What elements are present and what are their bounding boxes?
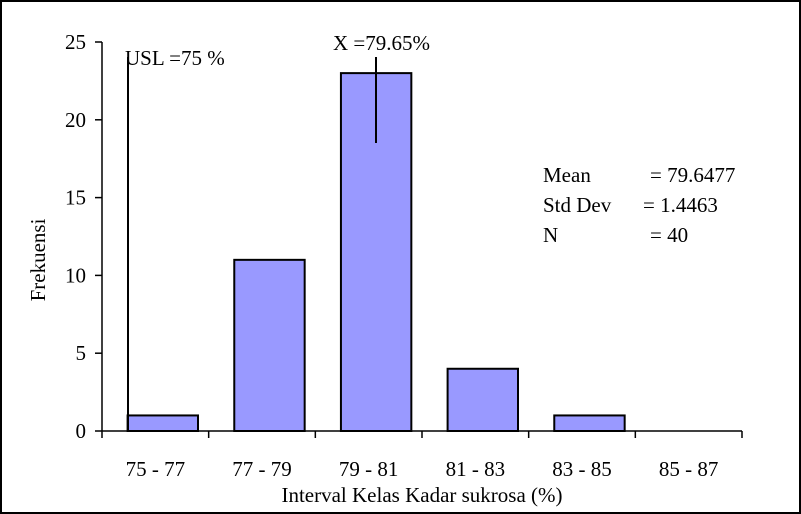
y-tick-label: 25	[65, 30, 86, 54]
x-tick-label: 75 - 77	[126, 457, 186, 481]
y-tick-label: 5	[76, 341, 87, 365]
y-tick-label: 20	[65, 108, 86, 132]
usl-label: USL =75 %	[125, 46, 225, 70]
y-axis-title: Frekuensi	[26, 218, 50, 301]
y-tick-label: 15	[65, 186, 86, 210]
x-tick-label: 85 - 87	[659, 457, 719, 481]
stat-stddev-value: = 1.4463	[643, 193, 718, 217]
bar-83-85	[553, 414, 626, 433]
stats-block: Mean = 79.6477 Std Dev = 1.4463 N = 40	[543, 163, 735, 247]
y-tick-label: 0	[76, 419, 87, 443]
y-tick-label: 10	[65, 263, 86, 287]
bar-75-77	[126, 414, 199, 433]
x-tick-label: 83 - 85	[552, 457, 612, 481]
x-axis-title: Interval Kelas Kadar sukrosa (%)	[281, 483, 562, 507]
bar-81-83	[446, 367, 520, 433]
x-tick-label: 79 - 81	[339, 457, 399, 481]
mean-label: X =79.65%	[333, 31, 430, 55]
x-tick-label: 81 - 83	[446, 457, 506, 481]
stat-n-name: N	[543, 223, 558, 247]
stat-mean-value: = 79.6477	[650, 163, 735, 187]
stat-mean-name: Mean	[543, 163, 591, 187]
stat-stddev-name: Std Dev	[543, 193, 612, 217]
bar-77-79	[233, 258, 306, 432]
x-tick-label: 77 - 79	[232, 457, 292, 481]
stat-n-value: = 40	[650, 223, 688, 247]
